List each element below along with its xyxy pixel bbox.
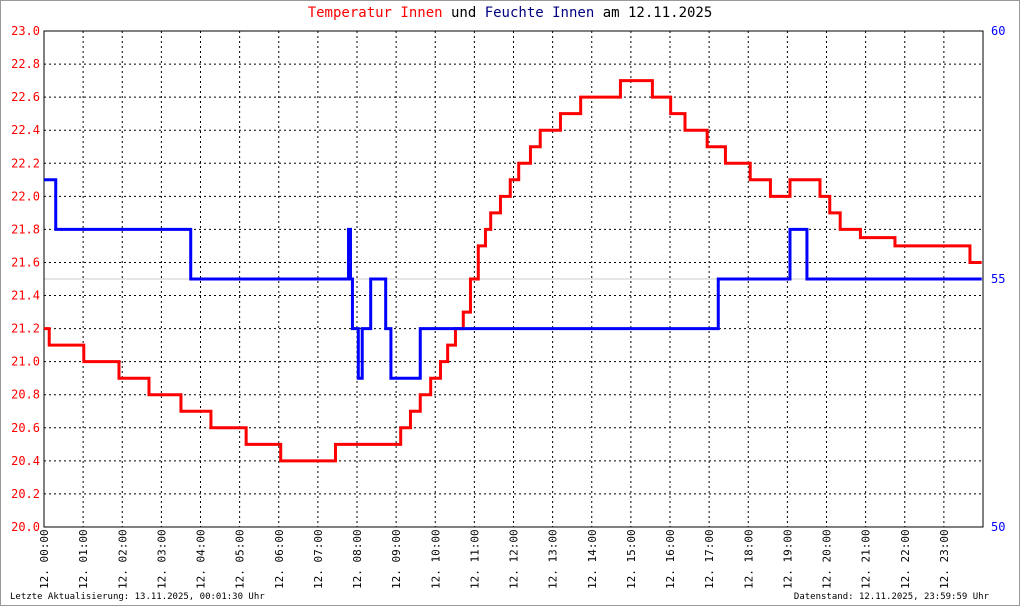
title-humidity: Feuchte Innen	[484, 5, 595, 21]
y-left-tick-label: 23.0	[11, 24, 40, 38]
y-left-tick-label: 22.8	[11, 57, 40, 71]
x-tick-label: 12. 09:00	[390, 529, 403, 589]
y-left-tick-label: 20.6	[11, 421, 40, 435]
title-date: am 12.11.2025	[594, 5, 713, 21]
x-tick-label: 12. 02:00	[116, 529, 129, 589]
series-line-temperature	[44, 79, 982, 463]
y-left-tick-label: 20.8	[11, 388, 40, 402]
y-left-tick-label: 21.8	[11, 222, 40, 236]
x-tick-label: 12. 08:00	[351, 529, 364, 589]
y-left-tick-label: 21.4	[11, 289, 40, 303]
x-tick-label: 12. 06:00	[273, 529, 286, 589]
x-tick-label: 12. 00:00	[38, 529, 51, 589]
y-left-tick-label: 22.6	[11, 90, 40, 104]
title-temperature: Temperatur Innen	[307, 5, 443, 21]
last-update-text: Letzte Aktualisierung: 13.11.2025, 00:01…	[10, 592, 265, 602]
y-right-tick-label: 60	[991, 24, 1005, 38]
x-tick-label: 12. 14:00	[586, 529, 599, 589]
x-tick-label: 12. 07:00	[312, 529, 325, 589]
title-and: und	[442, 5, 485, 21]
x-tick-label: 12. 23:00	[938, 529, 951, 589]
y-left-tick-label: 20.2	[11, 487, 40, 501]
y-left-tick-label: 22.0	[11, 189, 40, 203]
x-tick-label: 12. 01:00	[77, 529, 90, 589]
y-right-tick-label: 50	[991, 520, 1005, 534]
y-left-tick-label: 21.2	[11, 322, 40, 336]
chart-title: Temperatur Innen und Feuchte Innen am 12…	[1, 5, 1019, 21]
data-state-text: Datenstand: 12.11.2025, 23:59:59 Uhr	[793, 592, 989, 602]
x-tick-label: 12. 03:00	[155, 529, 168, 589]
plot-frame	[43, 30, 984, 528]
series-line-humidity	[44, 178, 982, 380]
y-left-tick-label: 20.0	[11, 520, 40, 534]
y-right-tick-label: 55	[991, 272, 1005, 286]
y-left-tick-label: 22.4	[11, 123, 40, 137]
x-tick-label: 12. 20:00	[821, 529, 834, 589]
y-left-tick-label: 22.2	[11, 156, 40, 170]
y-left-tick-label: 21.6	[11, 255, 40, 269]
x-tick-label: 12. 05:00	[234, 529, 247, 589]
x-tick-label: 12. 22:00	[899, 529, 912, 589]
x-tick-label: 12. 19:00	[781, 529, 794, 589]
x-tick-label: 12. 12:00	[508, 529, 521, 589]
x-tick-label: 12. 11:00	[468, 529, 481, 589]
x-tick-label: 12. 15:00	[625, 529, 638, 589]
x-tick-label: 12. 10:00	[429, 529, 442, 589]
y-left-tick-label: 20.4	[11, 454, 40, 468]
x-tick-label: 12. 16:00	[664, 529, 677, 589]
y-left-tick-label: 21.0	[11, 355, 40, 369]
x-tick-label: 12. 04:00	[195, 529, 208, 589]
x-tick-label: 12. 13:00	[547, 529, 560, 589]
x-tick-label: 12. 21:00	[860, 529, 873, 589]
x-tick-label: 12. 17:00	[703, 529, 716, 589]
x-tick-label: 12. 18:00	[742, 529, 755, 589]
